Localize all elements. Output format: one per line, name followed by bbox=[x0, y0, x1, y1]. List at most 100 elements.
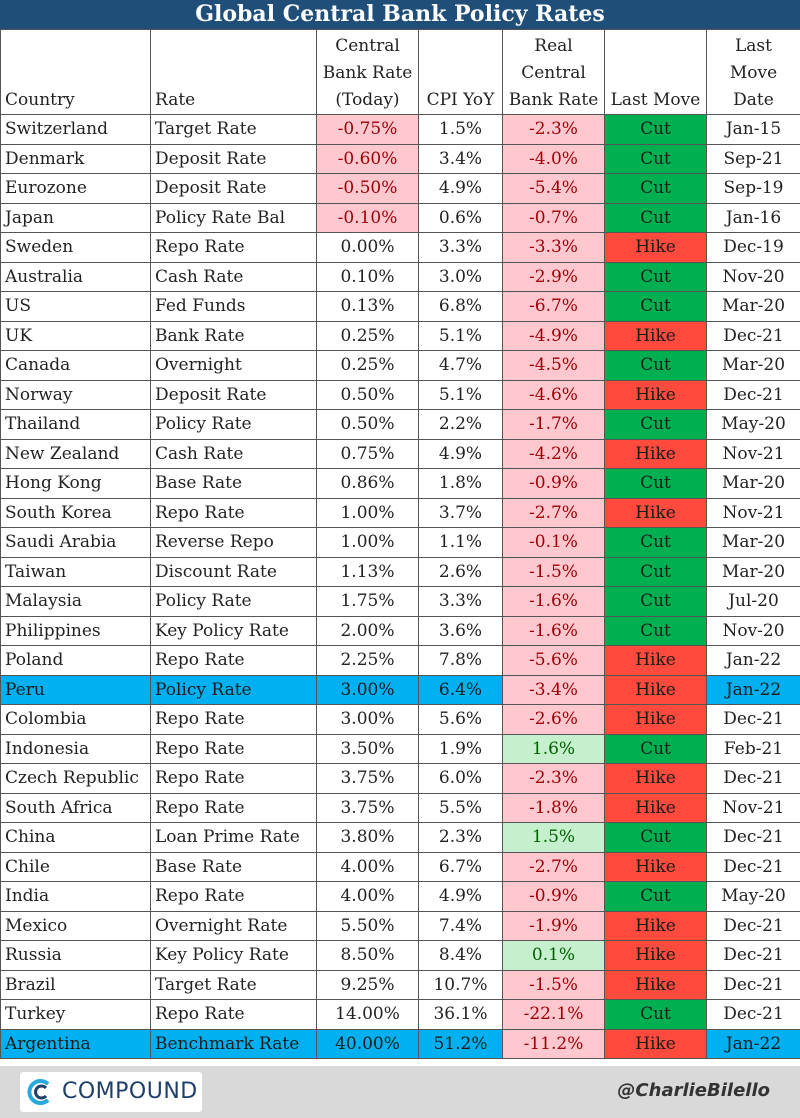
header-cb-rate: Central Bank Rate (Today) bbox=[316, 29, 419, 115]
table-row: Poland Repo Rate 2.25% 7.8% -5.6% Hike Jan-22 bbox=[0, 645, 800, 676]
cell-cb-rate: 1.00% bbox=[316, 497, 419, 528]
table-row: UK Bank Rate 0.25% 5.1% -4.9% Hike Dec-21 bbox=[0, 320, 800, 351]
cell-cb-rate: 14.00% bbox=[316, 999, 419, 1030]
cell-last-move-date: Sep-21 bbox=[706, 143, 800, 174]
cell-last-move-date: Nov-21 bbox=[706, 497, 800, 528]
cell-last-move-date: Sep-19 bbox=[706, 173, 800, 204]
cell-last-move: Cut bbox=[604, 527, 707, 558]
cell-real-rate: -0.9% bbox=[502, 468, 605, 499]
cell-cb-rate: 5.50% bbox=[316, 910, 419, 941]
cell-rate-type: Repo Rate bbox=[150, 733, 317, 764]
cell-rate-type: Policy Rate Bal bbox=[150, 202, 317, 233]
table-row: Canada Overnight 0.25% 4.7% -4.5% Cut Mar-20 bbox=[0, 350, 800, 381]
cell-last-move: Cut bbox=[604, 202, 707, 233]
cell-last-move-date: Dec-21 bbox=[706, 999, 800, 1030]
cell-cb-rate: 4.00% bbox=[316, 881, 419, 912]
cell-real-rate: 1.5% bbox=[502, 822, 605, 853]
cell-cpi: 1.5% bbox=[418, 114, 503, 145]
cell-rate-type: Base Rate bbox=[150, 851, 317, 882]
cell-last-move-date: Dec-21 bbox=[706, 320, 800, 351]
cell-last-move-date: Dec-21 bbox=[706, 851, 800, 882]
cell-country: Eurozone bbox=[0, 173, 151, 204]
cell-last-move: Hike bbox=[604, 674, 707, 705]
cell-last-move: Cut bbox=[604, 615, 707, 646]
cell-last-move-date: Mar-20 bbox=[706, 556, 800, 587]
cell-last-move-date: Dec-21 bbox=[706, 379, 800, 410]
cell-cpi: 4.9% bbox=[418, 173, 503, 204]
table-row: Sweden Repo Rate 0.00% 3.3% -3.3% Hike Dec-19 bbox=[0, 232, 800, 263]
cell-real-rate: -5.6% bbox=[502, 645, 605, 676]
cell-country: Czech Republic bbox=[0, 763, 151, 794]
cell-cb-rate: 0.75% bbox=[316, 438, 419, 469]
cell-cb-rate: -0.50% bbox=[316, 173, 419, 204]
cell-rate-type: Fed Funds bbox=[150, 291, 317, 322]
cell-rate-type: Loan Prime Rate bbox=[150, 822, 317, 853]
table-row: Turkey Repo Rate 14.00% 36.1% -22.1% Cut Dec-2… bbox=[0, 999, 800, 1030]
cell-country: US bbox=[0, 291, 151, 322]
cell-last-move-date: Jan-22 bbox=[706, 674, 800, 705]
table-row: Argentina Benchmark Rate 40.00% 51.2% -11.2%… bbox=[0, 1028, 800, 1059]
cell-cpi: 36.1% bbox=[418, 999, 503, 1030]
cell-cpi: 3.4% bbox=[418, 143, 503, 174]
cell-rate-type: Deposit Rate bbox=[150, 173, 317, 204]
cell-country: South Korea bbox=[0, 497, 151, 528]
cell-rate-type: Repo Rate bbox=[150, 497, 317, 528]
header-rate: Rate bbox=[150, 29, 317, 115]
table-row: Eurozone Deposit Rate -0.50% 4.9% -5.4% Cut Se… bbox=[0, 173, 800, 204]
cell-country: Brazil bbox=[0, 969, 151, 1000]
header-last-move-date: Last Move Date bbox=[706, 29, 800, 115]
table-row: Czech Republic Repo Rate 3.75% 6.0% -2.3% Hik… bbox=[0, 763, 800, 794]
cell-last-move: Hike bbox=[604, 232, 707, 263]
cell-real-rate: -0.7% bbox=[502, 202, 605, 233]
cell-real-rate: -6.7% bbox=[502, 291, 605, 322]
cell-last-move-date: Nov-20 bbox=[706, 261, 800, 292]
header-real-rate: Real Central Bank Rate bbox=[502, 29, 605, 115]
cell-cpi: 1.1% bbox=[418, 527, 503, 558]
cell-cpi: 5.1% bbox=[418, 320, 503, 351]
cell-last-move: Cut bbox=[604, 261, 707, 292]
cell-country: Peru bbox=[0, 674, 151, 705]
cell-cb-rate: -0.10% bbox=[316, 202, 419, 233]
cell-last-move-date: Dec-19 bbox=[706, 232, 800, 263]
cell-rate-type: Target Rate bbox=[150, 969, 317, 1000]
cell-cpi: 4.9% bbox=[418, 881, 503, 912]
cell-cb-rate: -0.75% bbox=[316, 114, 419, 145]
cell-country: Canada bbox=[0, 350, 151, 381]
table-row: Indonesia Repo Rate 3.50% 1.9% 1.6% Cut Feb-21 bbox=[0, 733, 800, 764]
cell-cpi: 5.5% bbox=[418, 792, 503, 823]
cell-real-rate: -0.9% bbox=[502, 881, 605, 912]
cell-rate-type: Deposit Rate bbox=[150, 143, 317, 174]
table-row: Chile Base Rate 4.00% 6.7% -2.7% Hike Dec-21 bbox=[0, 851, 800, 882]
cell-real-rate: 1.6% bbox=[502, 733, 605, 764]
cell-cpi: 5.6% bbox=[418, 704, 503, 735]
cell-last-move: Hike bbox=[604, 1028, 707, 1059]
cell-cb-rate: 1.13% bbox=[316, 556, 419, 587]
cell-cpi: 7.8% bbox=[418, 645, 503, 676]
table-row: Russia Key Policy Rate 8.50% 8.4% 0.1% Hike De… bbox=[0, 940, 800, 971]
cell-country: Australia bbox=[0, 261, 151, 292]
cell-cpi: 1.9% bbox=[418, 733, 503, 764]
cell-cb-rate: 2.00% bbox=[316, 615, 419, 646]
cell-cb-rate: 0.86% bbox=[316, 468, 419, 499]
table-row: Mexico Overnight Rate 5.50% 7.4% -1.9% Hike De… bbox=[0, 910, 800, 941]
cell-real-rate: -4.0% bbox=[502, 143, 605, 174]
cell-cpi: 6.7% bbox=[418, 851, 503, 882]
cell-rate-type: Base Rate bbox=[150, 468, 317, 499]
cell-cpi: 5.1% bbox=[418, 379, 503, 410]
cell-real-rate: -2.7% bbox=[502, 851, 605, 882]
cell-cpi: 3.7% bbox=[418, 497, 503, 528]
logo-text: COMPOUND bbox=[62, 1079, 198, 1104]
cell-cpi: 3.3% bbox=[418, 232, 503, 263]
cell-last-move-date: Jan-22 bbox=[706, 645, 800, 676]
cell-country: Taiwan bbox=[0, 556, 151, 587]
cell-real-rate: -2.7% bbox=[502, 497, 605, 528]
header-last-move: Last Move bbox=[604, 29, 707, 115]
cell-last-move: Hike bbox=[604, 497, 707, 528]
cell-real-rate: -1.5% bbox=[502, 556, 605, 587]
cell-last-move-date: Mar-20 bbox=[706, 468, 800, 499]
cell-country: Colombia bbox=[0, 704, 151, 735]
cell-rate-type: Overnight bbox=[150, 350, 317, 381]
cell-last-move-date: Nov-21 bbox=[706, 792, 800, 823]
cell-rate-type: Cash Rate bbox=[150, 438, 317, 469]
cell-cb-rate: 0.50% bbox=[316, 379, 419, 410]
